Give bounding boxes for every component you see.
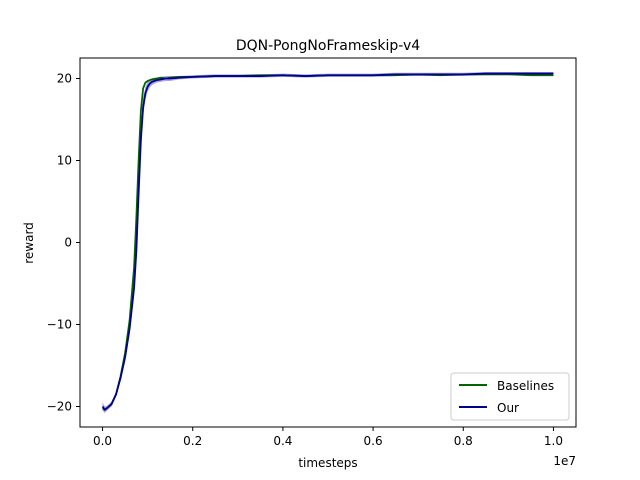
plot-frame: [79, 57, 577, 428]
x-tick-label: 0.6: [364, 434, 383, 448]
chart-title: DQN-PongNoFrameskip-v4: [236, 38, 420, 54]
y-tick-label: 0: [64, 236, 72, 250]
y-tick-label: 20: [57, 72, 72, 86]
series-lines: [101, 72, 554, 411]
y-tick-label: 10: [57, 154, 72, 168]
y-tick-label: −10: [47, 318, 72, 332]
x-axis-ticks: 0.0 0.2 0.4 0.6 0.8 1.0: [93, 427, 563, 448]
x-axis-label: timesteps: [298, 456, 357, 470]
x-axis-offset-label: 1e7: [553, 454, 576, 468]
legend-label-our: Our: [497, 401, 519, 415]
y-axis-label: reward: [22, 222, 36, 264]
y-axis-ticks: −20 −10 0 10 20: [47, 72, 80, 414]
x-tick-label: 0.0: [93, 434, 112, 448]
x-tick-label: 0.4: [273, 434, 292, 448]
x-tick-label: 0.2: [183, 434, 202, 448]
x-tick-label: 1.0: [544, 434, 563, 448]
legend-label-baselines: Baselines: [497, 379, 554, 393]
x-tick-label: 0.8: [454, 434, 473, 448]
series-line-our: [101, 72, 554, 411]
y-tick-label: −20: [47, 400, 72, 414]
legend: Baselines Our: [450, 372, 570, 421]
